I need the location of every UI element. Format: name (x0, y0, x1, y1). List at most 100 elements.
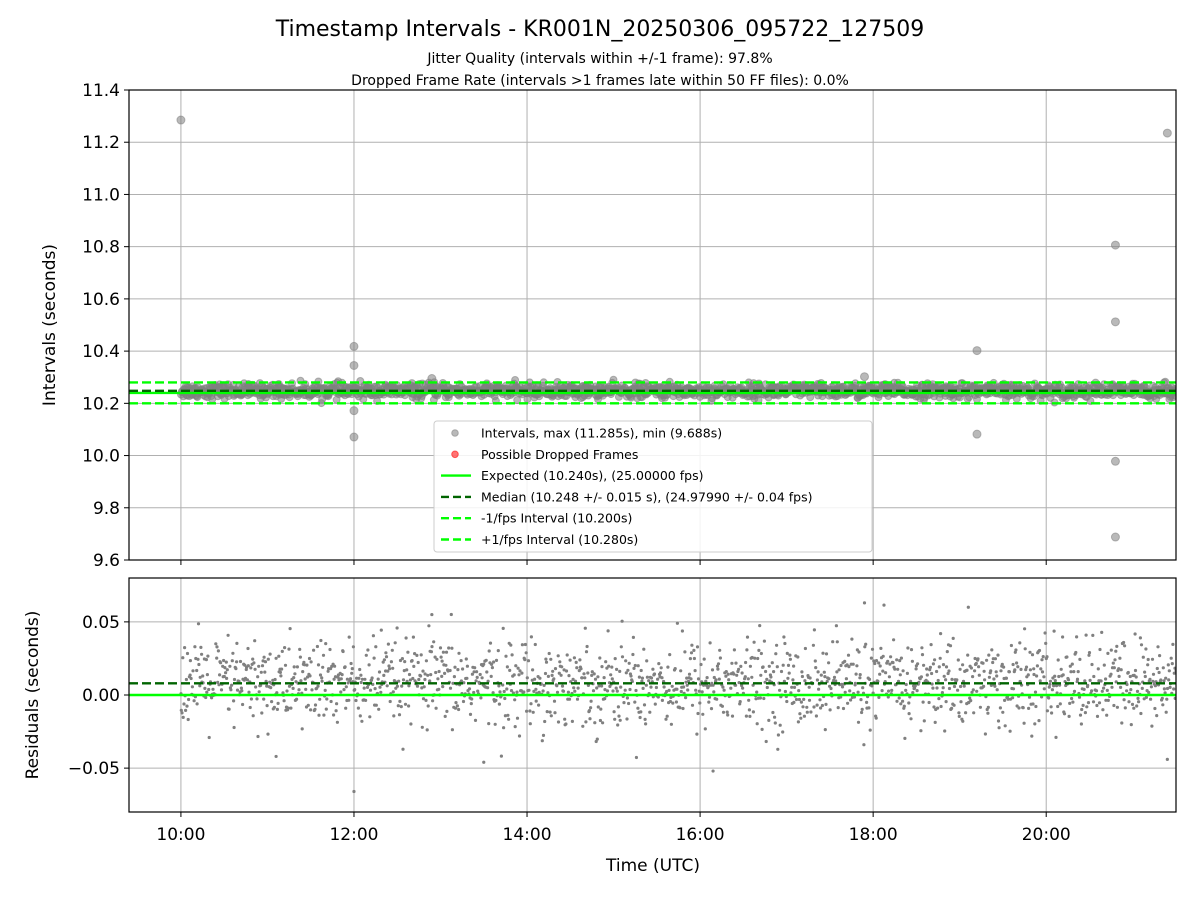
data-point (301, 670, 305, 674)
data-point (523, 642, 528, 647)
data-point (260, 664, 265, 668)
data-point (802, 714, 807, 718)
data-point (762, 696, 766, 701)
legend-label: Median (10.248 +/- 0.015 s), (24.97990 +… (481, 489, 812, 504)
data-point (847, 665, 851, 669)
data-point (435, 657, 439, 661)
data-point (1109, 672, 1113, 676)
data-point (699, 662, 703, 667)
data-point (721, 710, 726, 714)
data-point (1044, 641, 1048, 646)
data-point (425, 728, 429, 732)
data-point (679, 669, 683, 673)
data-point (814, 666, 818, 670)
data-point (572, 656, 577, 660)
data-point (393, 641, 397, 645)
data-point (333, 664, 337, 668)
data-point (1061, 673, 1065, 677)
data-point (517, 673, 521, 677)
data-point (1041, 655, 1045, 659)
data-point (1146, 657, 1150, 662)
data-point (514, 664, 518, 668)
data-point (625, 696, 630, 700)
data-point (520, 671, 524, 675)
data-point (1048, 679, 1053, 683)
data-point (904, 682, 908, 687)
data-point (533, 677, 537, 681)
data-point (491, 691, 495, 695)
data-point (718, 648, 722, 652)
data-point (1161, 703, 1165, 707)
data-point (755, 722, 759, 726)
data-point (598, 718, 603, 723)
data-point (581, 724, 585, 728)
data-point (582, 672, 586, 676)
data-point (1003, 724, 1007, 728)
data-point (922, 719, 926, 723)
outlier-point (176, 115, 186, 125)
data-point (356, 706, 360, 710)
data-point (983, 732, 988, 736)
data-point (1144, 695, 1148, 700)
data-point (668, 653, 672, 657)
data-point (341, 649, 345, 654)
data-point (824, 702, 828, 707)
data-point (360, 719, 364, 723)
data-point (947, 669, 951, 673)
data-point (1146, 663, 1150, 667)
data-point (420, 686, 424, 690)
data-point (962, 684, 966, 688)
data-point (1050, 688, 1054, 692)
data-point (449, 612, 453, 617)
data-point (499, 754, 503, 758)
data-point (400, 684, 404, 688)
data-point (395, 684, 399, 688)
data-point (207, 687, 211, 692)
data-point (1112, 666, 1116, 670)
data-point (544, 657, 548, 661)
data-point (1139, 711, 1143, 716)
data-point (407, 704, 411, 708)
data-point (362, 686, 366, 690)
bottom-ylabel: Residuals (seconds) (23, 611, 43, 780)
data-point (659, 666, 663, 670)
data-point (952, 703, 956, 707)
data-point (858, 673, 862, 677)
data-point (772, 670, 776, 674)
data-point (685, 676, 689, 680)
data-point (613, 717, 617, 721)
data-point (555, 690, 560, 694)
data-point (929, 643, 933, 647)
data-point (198, 684, 202, 688)
data-point (335, 720, 339, 724)
data-point (373, 687, 377, 691)
data-point (819, 673, 823, 677)
data-point (1083, 679, 1087, 683)
data-point (430, 645, 434, 649)
data-point (597, 684, 601, 688)
data-point (203, 686, 207, 691)
data-point (589, 699, 593, 703)
data-point (450, 646, 454, 650)
data-point (219, 688, 224, 692)
data-point (1100, 630, 1104, 635)
data-point (266, 657, 270, 661)
data-point (444, 663, 448, 667)
data-point (921, 700, 925, 704)
data-point (1158, 654, 1162, 658)
data-point (1053, 674, 1057, 678)
data-point (1067, 714, 1071, 719)
data-point (437, 687, 441, 691)
data-point (556, 720, 561, 724)
data-point (961, 663, 965, 667)
data-point (619, 645, 623, 649)
data-point (257, 664, 261, 668)
data-point (773, 721, 777, 725)
data-point (642, 703, 647, 707)
data-point (748, 714, 752, 719)
data-point (219, 661, 223, 665)
data-point (920, 653, 925, 657)
data-point (767, 718, 771, 723)
data-point (861, 686, 865, 690)
data-point (935, 686, 939, 690)
